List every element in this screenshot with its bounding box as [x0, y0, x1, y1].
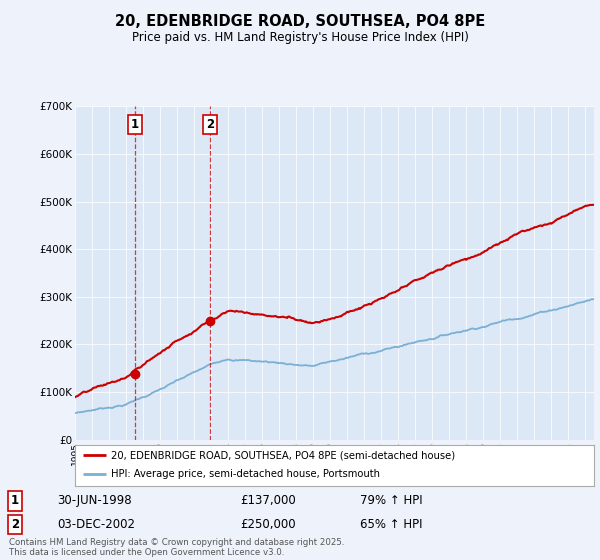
Text: 03-DEC-2002: 03-DEC-2002	[57, 518, 135, 531]
Text: 20, EDENBRIDGE ROAD, SOUTHSEA, PO4 8PE (semi-detached house): 20, EDENBRIDGE ROAD, SOUTHSEA, PO4 8PE (…	[112, 450, 455, 460]
Text: HPI: Average price, semi-detached house, Portsmouth: HPI: Average price, semi-detached house,…	[112, 469, 380, 479]
Text: Price paid vs. HM Land Registry's House Price Index (HPI): Price paid vs. HM Land Registry's House …	[131, 31, 469, 44]
Text: 2: 2	[11, 518, 19, 531]
Text: £250,000: £250,000	[240, 518, 296, 531]
Text: 2: 2	[206, 118, 214, 131]
Text: £137,000: £137,000	[240, 494, 296, 507]
Text: 65% ↑ HPI: 65% ↑ HPI	[360, 518, 422, 531]
Text: 20, EDENBRIDGE ROAD, SOUTHSEA, PO4 8PE: 20, EDENBRIDGE ROAD, SOUTHSEA, PO4 8PE	[115, 14, 485, 29]
Text: 79% ↑ HPI: 79% ↑ HPI	[360, 494, 422, 507]
Text: 1: 1	[130, 118, 139, 131]
Text: Contains HM Land Registry data © Crown copyright and database right 2025.
This d: Contains HM Land Registry data © Crown c…	[9, 538, 344, 557]
Text: 30-JUN-1998: 30-JUN-1998	[57, 494, 131, 507]
Text: 1: 1	[11, 494, 19, 507]
